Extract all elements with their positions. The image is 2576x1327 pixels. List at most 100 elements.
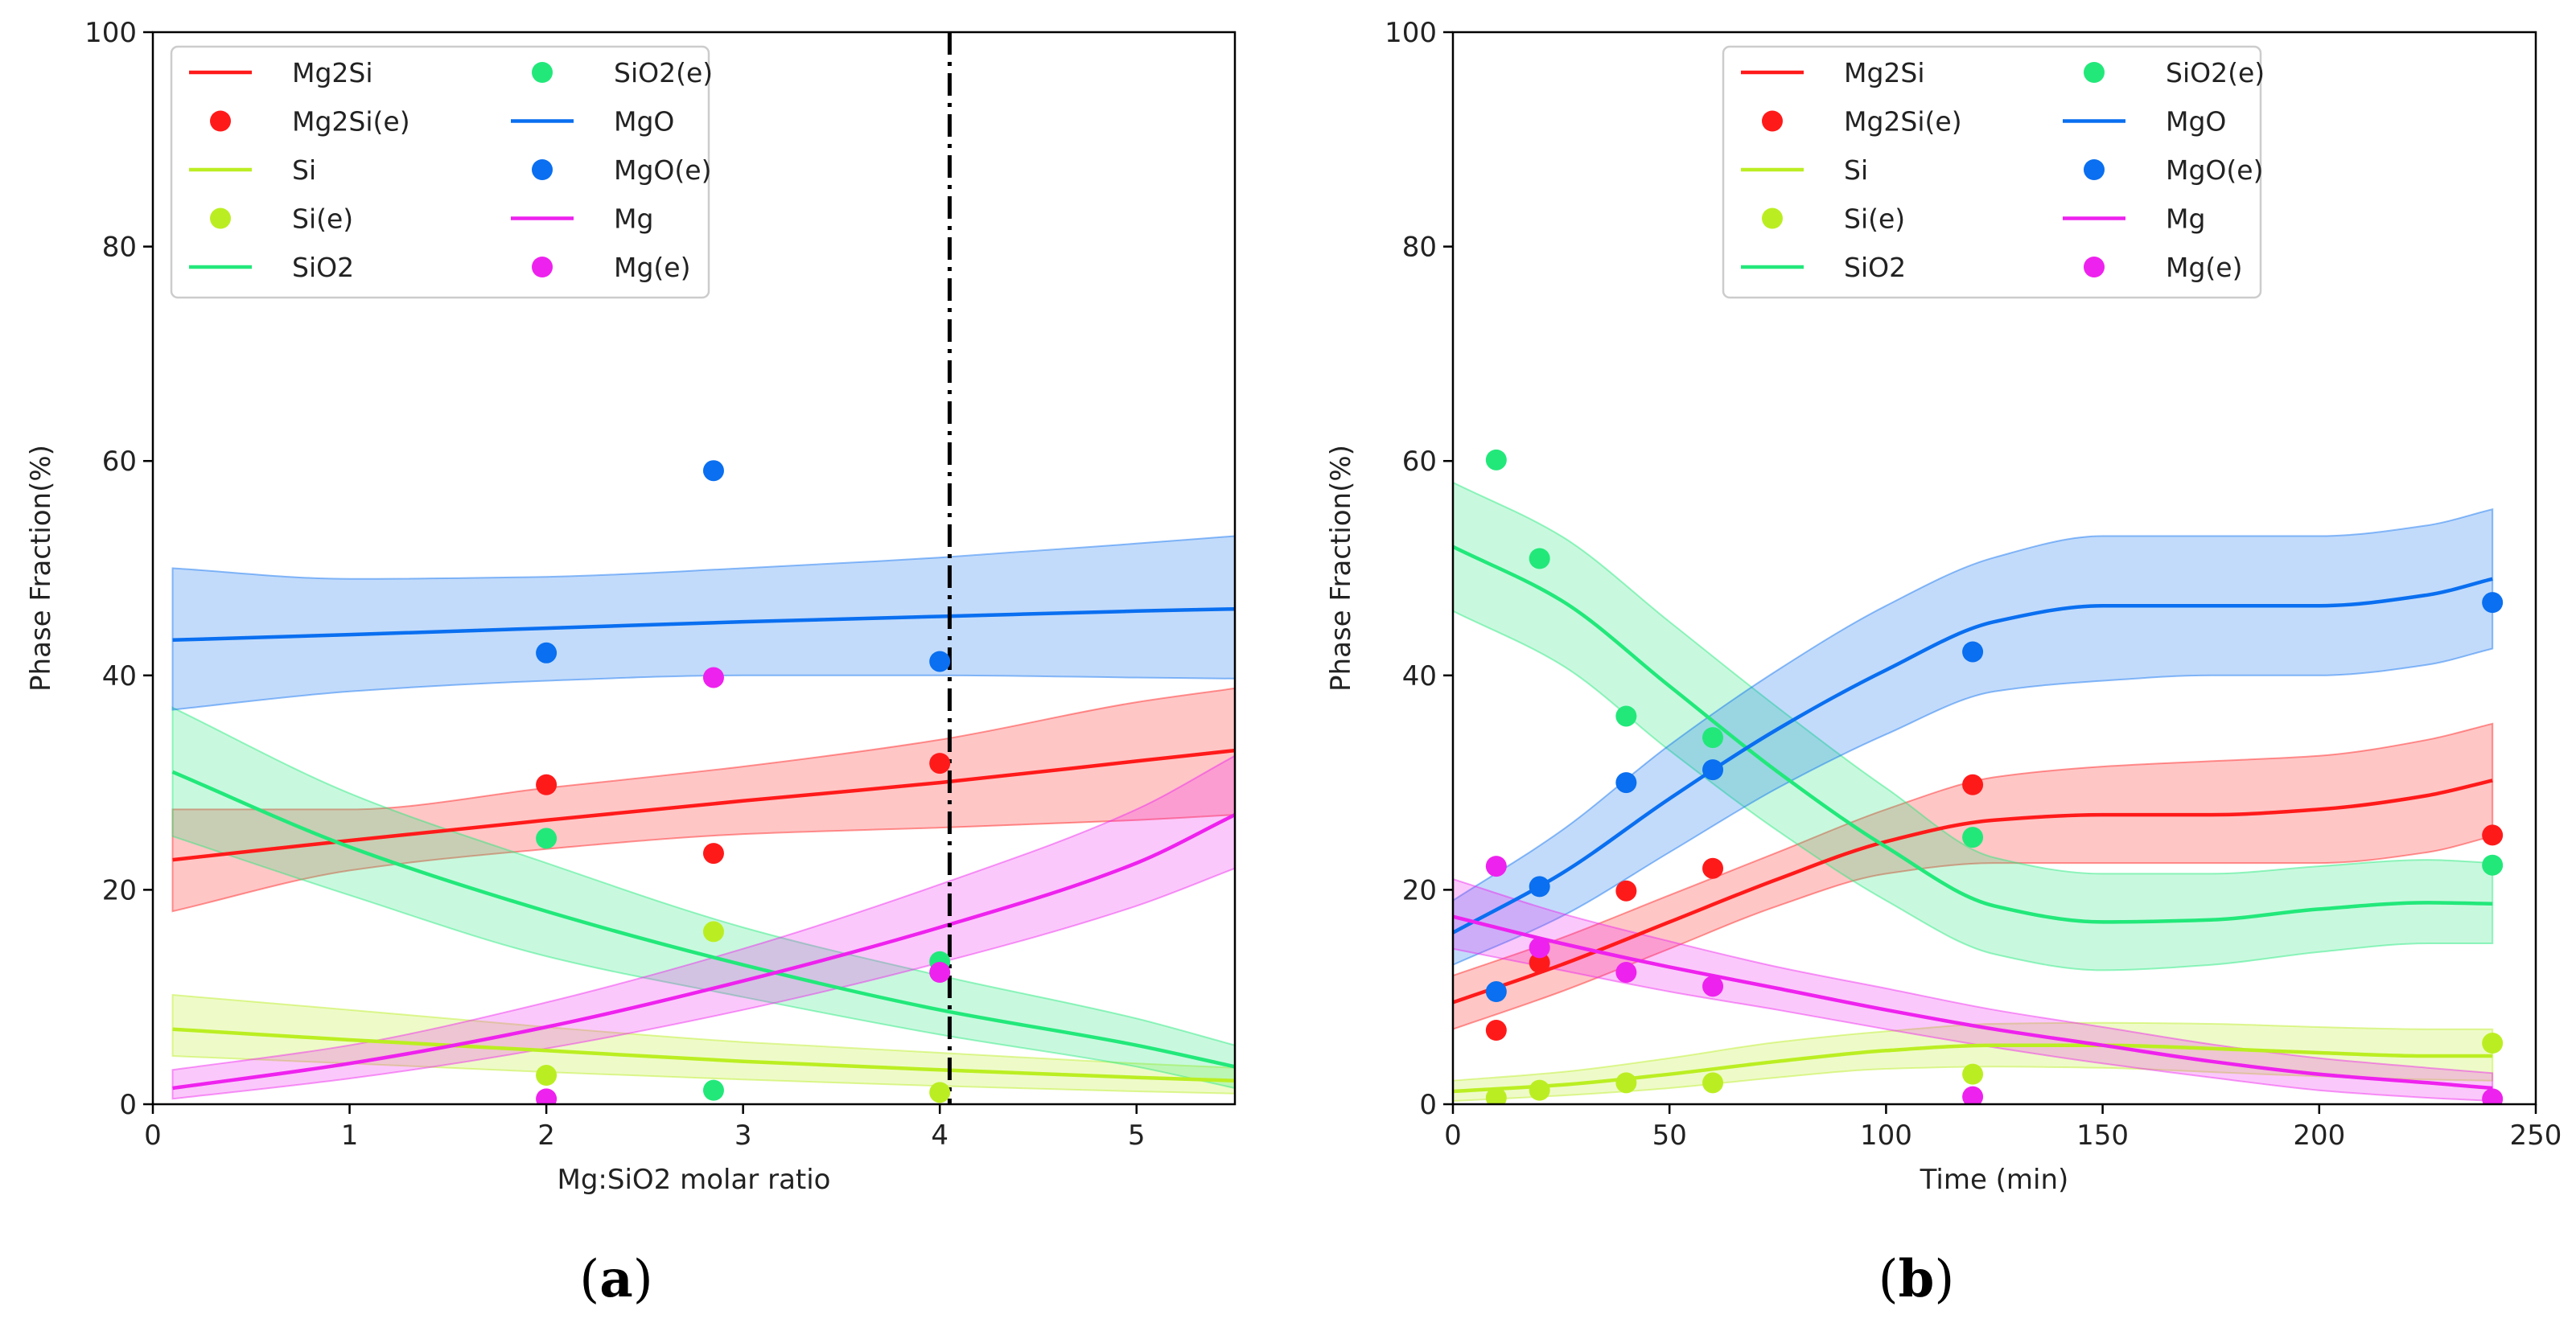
legend-label: MgO(e) [2166,154,2263,186]
point-mgo-e [2482,592,2504,614]
legend-point-marker [2084,62,2105,83]
point-mgo-e [1962,641,1984,663]
point-si-e [1962,1063,1984,1085]
legend-item-sio2: SiO2 [1741,252,1906,283]
point-mgo-e [1529,876,1550,898]
point-mg2si-e [1485,1020,1507,1041]
point-sio2-e [2482,854,2504,876]
legend-point-marker [210,110,231,132]
legend-label: Si(e) [292,203,353,235]
legend-label: MgO(e) [614,154,711,186]
point-sio2-e [1529,548,1550,569]
legend-item-mg-e: Mg(e) [2084,252,2242,283]
legend-item-si: Si [1741,154,1868,186]
caption-b-close: ) [1934,1250,1954,1309]
legend-point-marker [210,207,231,229]
line-mg2si [1453,779,2493,1004]
point-sio2-e [1962,827,1984,848]
legend-point-marker [532,257,553,277]
legend-item-si-e: Si(e) [210,203,353,235]
legend-label: Mg2Si [292,57,373,88]
caption-a-open: ( [579,1250,599,1309]
legend: Mg2Si Mg2Si(e) Si Si(e) SiO2 SiO2(e) MgO MgO(e)… [170,45,713,299]
caption-a: (a) [579,1249,652,1309]
legend-label: Mg(e) [2166,252,2242,283]
legend-label: Si(e) [1844,203,1905,235]
point-mg-e [1615,962,1637,984]
x-tick-label: 0 [144,1120,162,1152]
point-mgo-e [702,460,724,482]
point-mg-e [1702,976,1724,997]
point-mg2si-e [536,774,558,795]
y-tick-label: 20 [102,874,137,906]
y-tick-label: 100 [1385,17,1437,49]
point-mg-e [929,962,951,984]
point-si-e [702,921,724,943]
point-mg2si-e [1615,880,1637,902]
band-sio2 [171,706,1235,1090]
x-axis-label: Time (min) [1920,1164,2069,1196]
point-si-e [929,1082,951,1103]
point-mg2si-e [929,753,951,774]
y-tick-label: 40 [102,660,137,692]
point-mg2si-e [1529,952,1550,974]
legend-label: Mg(e) [614,252,690,283]
plot-area [1453,449,2504,1104]
x-tick-label: 1 [341,1120,359,1152]
axes-frame [1451,31,2537,1106]
legend-item-mgo-e: MgO(e) [532,154,711,186]
legend-label: Mg2Si(e) [1844,106,1962,138]
point-mg-e [1485,856,1507,877]
legend-point-marker [532,62,553,83]
point-si-e [1615,1072,1637,1094]
legend-item-mg2si: Mg2Si [1741,57,1925,88]
x-tick-label: 2 [537,1120,555,1152]
x-tick-label: 0 [1444,1120,1462,1152]
point-mg-e [1529,937,1550,959]
legend-label: Mg [2166,203,2205,235]
y-tick-label: 0 [1419,1089,1437,1121]
x-tick-label: 100 [1860,1120,1912,1152]
x-axis-label: Mg:SiO2 molar ratio [558,1164,831,1196]
y-axis-label: Phase Fraction(%) [1325,445,1357,692]
legend-point-marker [532,159,553,180]
legend-item-si: Si [189,154,316,186]
legend-item-mg: Mg [2063,203,2205,235]
legend-item-mgo-e: MgO(e) [2084,154,2263,186]
caption-b-letter: b [1899,1249,1935,1309]
plot-area [171,32,1235,1104]
point-mg-e [536,1088,558,1104]
legend-label: SiO2(e) [614,57,713,88]
band-mg2si [1453,722,2494,1030]
legend-item-si-e: Si(e) [1762,203,1905,235]
legend-label: Si [1844,154,1868,186]
caption-a-close: ) [633,1250,653,1309]
legend-point-marker [2084,257,2105,277]
point-sio2-e [536,828,558,849]
x-tick-label: 3 [735,1120,752,1152]
legend: Mg2Si Mg2Si(e) Si Si(e) SiO2 SiO2(e) MgO MgO(e)… [1722,45,2265,299]
caption-b: (b) [1879,1249,1955,1309]
caption-b-open: ( [1879,1250,1899,1309]
legend-point-marker [1762,110,1783,132]
y-tick-label: 80 [1402,232,1437,264]
point-sio2-e [702,1079,724,1101]
point-mg2si-e [1962,774,1984,795]
point-si-e [1529,1079,1550,1101]
x-tick-label: 150 [2076,1120,2129,1152]
legend-label: MgO [614,106,674,138]
line-sio2 [1453,544,2493,924]
legend-label: Si [292,154,316,186]
point-si-e [1702,1072,1724,1094]
line-mg2si [172,748,1235,862]
point-mg2si-e [1702,857,1724,879]
point-sio2-e [1702,727,1724,749]
legend-box [1722,45,2262,299]
x-tick-label: 250 [2510,1120,2562,1152]
point-mg-e [1962,1086,1984,1104]
y-tick-label: 60 [1402,446,1437,478]
legend-label: SiO2 [292,252,354,283]
legend-item-mg-e: Mg(e) [532,252,690,283]
point-mgo-e [536,642,558,664]
